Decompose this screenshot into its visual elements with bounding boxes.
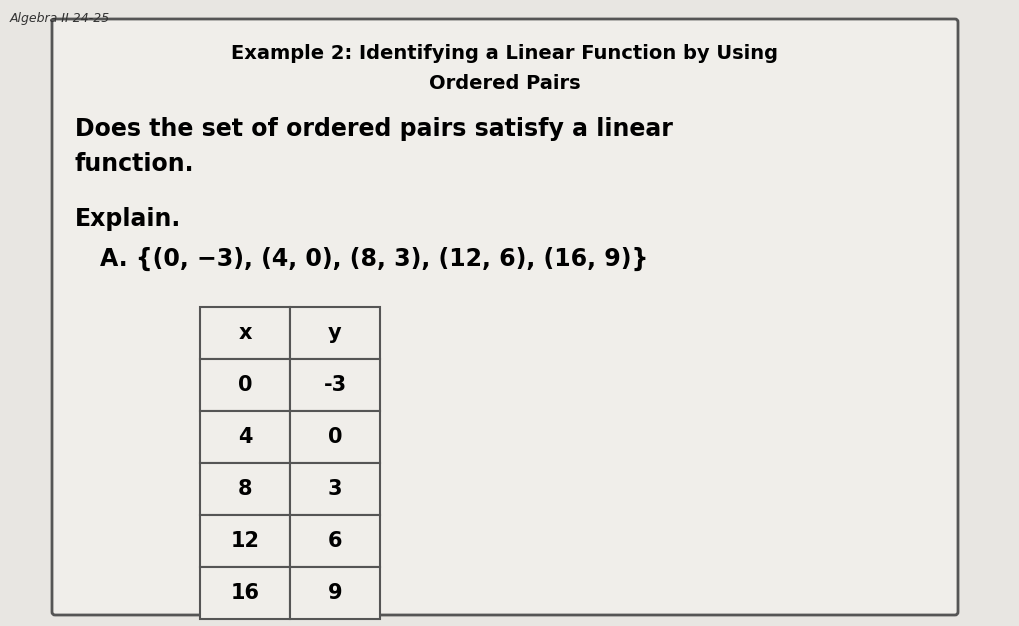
Bar [200,359,290,411]
Text: 6: 6 [328,531,342,551]
Bar [200,567,290,619]
Text: Algebra II 24-25: Algebra II 24-25 [10,12,110,25]
Text: 4: 4 [237,427,253,447]
Bar [290,567,380,619]
Text: Example 2: Identifying a Linear Function by Using: Example 2: Identifying a Linear Function… [231,44,779,63]
Bar [200,411,290,463]
Text: 3: 3 [328,479,342,499]
Text: -3: -3 [323,375,346,395]
Text: y: y [328,323,341,343]
Text: Does the set of ordered pairs satisfy a linear: Does the set of ordered pairs satisfy a … [75,117,673,141]
Text: 9: 9 [328,583,342,603]
Text: 12: 12 [230,531,260,551]
Bar [200,515,290,567]
Bar [290,359,380,411]
Bar [290,307,380,359]
Bar [290,515,380,567]
Text: Explain.: Explain. [75,207,181,231]
Bar [290,463,380,515]
Bar [290,411,380,463]
Text: x: x [238,323,252,343]
Text: 16: 16 [230,583,260,603]
Text: 8: 8 [237,479,253,499]
Text: Ordered Pairs: Ordered Pairs [429,74,581,93]
FancyBboxPatch shape [52,19,958,615]
Text: 0: 0 [328,427,342,447]
Text: 0: 0 [237,375,253,395]
Text: function.: function. [75,152,195,176]
Bar [200,463,290,515]
Bar [200,307,290,359]
Text: A. {(0, −3), (4, 0), (8, 3), (12, 6), (16, 9)}: A. {(0, −3), (4, 0), (8, 3), (12, 6), (1… [100,247,648,271]
